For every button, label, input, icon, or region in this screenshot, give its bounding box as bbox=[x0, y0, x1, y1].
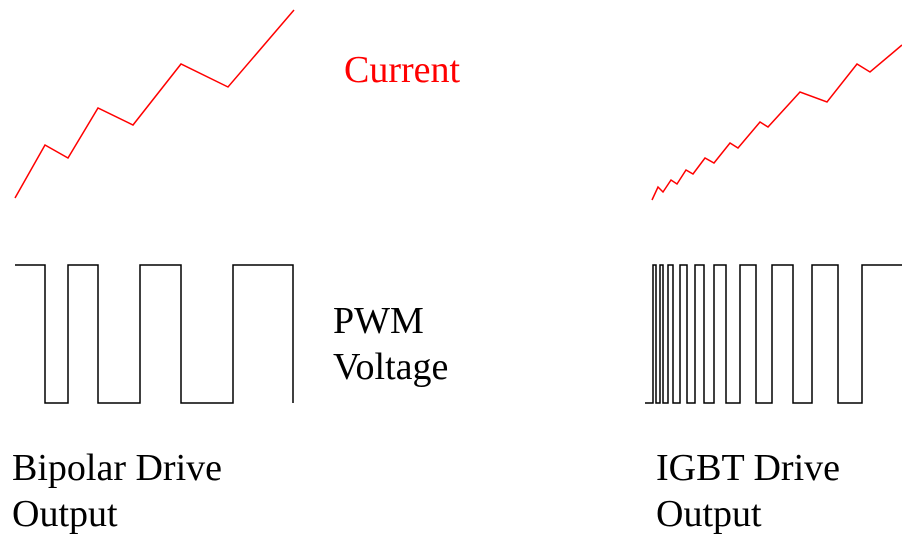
pwm-voltage-label: PWM Voltage bbox=[333, 298, 448, 390]
igbt-pwm-trace bbox=[645, 264, 902, 404]
igbt-current-trace bbox=[651, 44, 902, 201]
igbt-drive-output-label: IGBT Drive Output bbox=[656, 445, 840, 537]
bipolar-pwm-trace bbox=[15, 264, 294, 404]
current-label-text: Current bbox=[344, 49, 461, 91]
bipolar-label-line2: Output bbox=[12, 493, 118, 535]
igbt-label-line2: Output bbox=[656, 493, 762, 535]
bipolar-drive-output-label: Bipolar Drive Output bbox=[12, 445, 222, 537]
pwm-label-line1: PWM bbox=[333, 300, 424, 342]
bipolar-label-line1: Bipolar Drive bbox=[12, 447, 223, 489]
pwm-label-line2: Voltage bbox=[333, 346, 449, 388]
bipolar-current-trace bbox=[14, 9, 295, 199]
current-label: Current bbox=[344, 47, 460, 93]
igbt-label-line1: IGBT Drive bbox=[656, 447, 840, 489]
